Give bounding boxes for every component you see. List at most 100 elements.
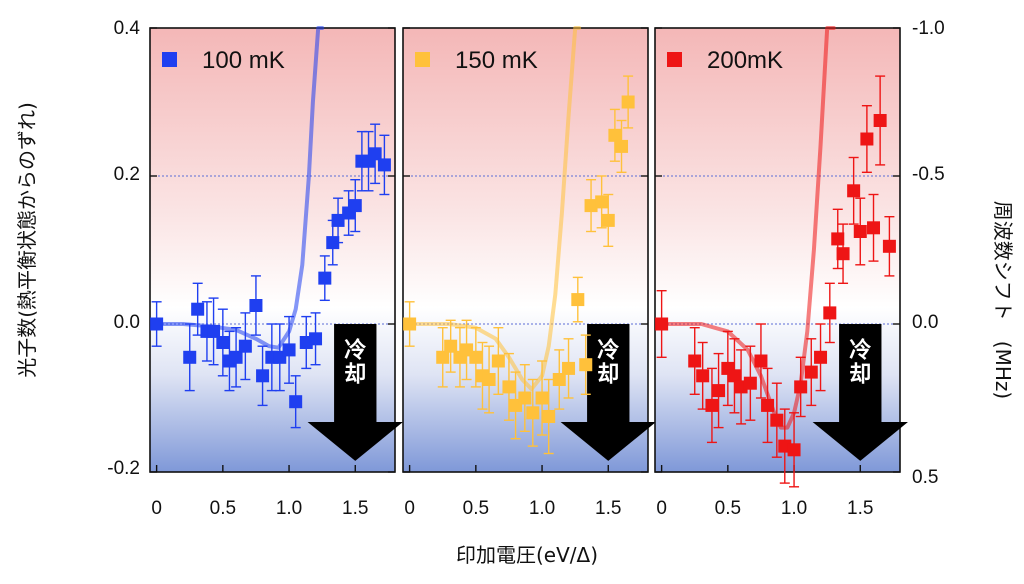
legend-label: 100 mK [202,47,285,74]
right-tick--1.0: -1.0 [912,18,945,39]
data-point [770,413,784,427]
x-tick-label: 1.5 [595,498,621,519]
data-point [814,350,828,364]
legend-swatch [415,52,430,67]
cooling-label-char: 冷 [597,337,619,363]
x-tick-label: 0 [404,498,415,519]
data-point [216,336,230,349]
data-point [191,302,205,316]
data-point [696,369,710,383]
data-point [655,317,669,331]
cooling-arrow [560,324,656,461]
data-point [348,199,362,213]
cooling-label-char: 却 [344,362,366,387]
panel-frame [149,27,396,473]
data-point [727,369,741,383]
x-tick-label: 0 [151,498,162,519]
right-y-axis-label: 周波数シフト (MHz) [991,201,1015,399]
data-point [608,128,622,142]
data-point [867,221,881,235]
legend-swatch [162,52,177,67]
right-tick-0.0: 0.0 [912,312,938,333]
data-point [804,365,818,379]
data-point [860,132,874,146]
data-point [207,324,221,338]
data-point [595,195,609,209]
data-point [403,317,417,331]
left-tick-0.4: 0.4 [114,18,141,39]
data-point [469,350,483,364]
right-tick-0.5: 0.5 [912,467,938,488]
data-point [705,398,719,412]
x-tick-label: 1.0 [276,498,302,519]
data-point [436,350,450,364]
left-tick--0.2: -0.2 [107,458,140,479]
data-point [309,332,323,346]
data-point [579,358,593,372]
data-point [150,317,164,331]
data-point [831,232,845,246]
data-point [518,391,532,405]
data-point [482,373,496,386]
left-tick-0.2: 0.2 [114,164,140,185]
cooling-label-char: 却 [597,362,619,387]
data-point [249,299,263,312]
data-point [183,350,197,364]
theory-curve [407,26,582,392]
cooling-label-char: 却 [849,362,871,387]
data-point [502,380,516,394]
data-point [229,350,243,364]
data-point [535,391,549,405]
data-point [873,114,887,127]
data-point [491,354,505,368]
right-y-axis: -1.0 -0.5 0.0 0.5 [912,18,945,488]
data-point [552,373,566,386]
data-point [754,354,768,368]
left-y-axis-label: 光子数(熱平衡状態からのずれ) [15,102,39,378]
panel-frame [402,27,649,473]
data-point [289,395,303,409]
data-point [847,184,861,198]
data-point [836,247,850,261]
data-point [282,343,296,357]
data-point [882,239,896,253]
x-tick-label: 0 [656,498,667,519]
cooling-label-char: 冷 [849,337,871,363]
x-tick-label: 0.5 [715,498,741,519]
x-tick-label: 1.0 [781,498,807,519]
theory-curve [659,26,836,430]
data-point [256,369,270,383]
data-point [621,95,635,109]
data-point [761,398,775,412]
data-point [238,339,252,353]
data-point [368,147,382,161]
data-point [712,384,726,398]
data-point [562,361,576,375]
data-point [542,410,556,423]
data-point [526,406,540,420]
panel-0: 冷却 100 mK 0 0.5 1.0 1.5 [149,26,403,519]
left-y-axis: 0.4 0.2 0.0 -0.2 [107,18,140,479]
cooling-arrow [812,324,908,461]
data-point [326,236,340,250]
data-point [571,293,585,307]
legend-label: 200mK [707,47,783,74]
data-point [853,225,867,238]
data-point [615,139,629,153]
data-point [787,443,801,457]
data-point [584,199,598,213]
data-point [794,380,808,394]
right-tick--0.5: -0.5 [912,164,945,185]
cooling-label-char: 冷 [344,337,366,363]
legend-label: 150 mK [455,47,538,74]
data-point [318,271,332,285]
data-point [688,354,702,368]
legend-swatch [667,52,682,67]
x-tick-label: 1.0 [529,498,555,519]
data-point [823,306,837,320]
panel-1: 冷却 150 mK 0 0.5 1.0 1.5 [402,26,656,519]
x-tick-label: 1.5 [342,498,368,519]
panel-2: 冷却 200mK 0 0.5 1.0 1.5 [654,26,908,519]
x-tick-label: 0.5 [210,498,236,519]
